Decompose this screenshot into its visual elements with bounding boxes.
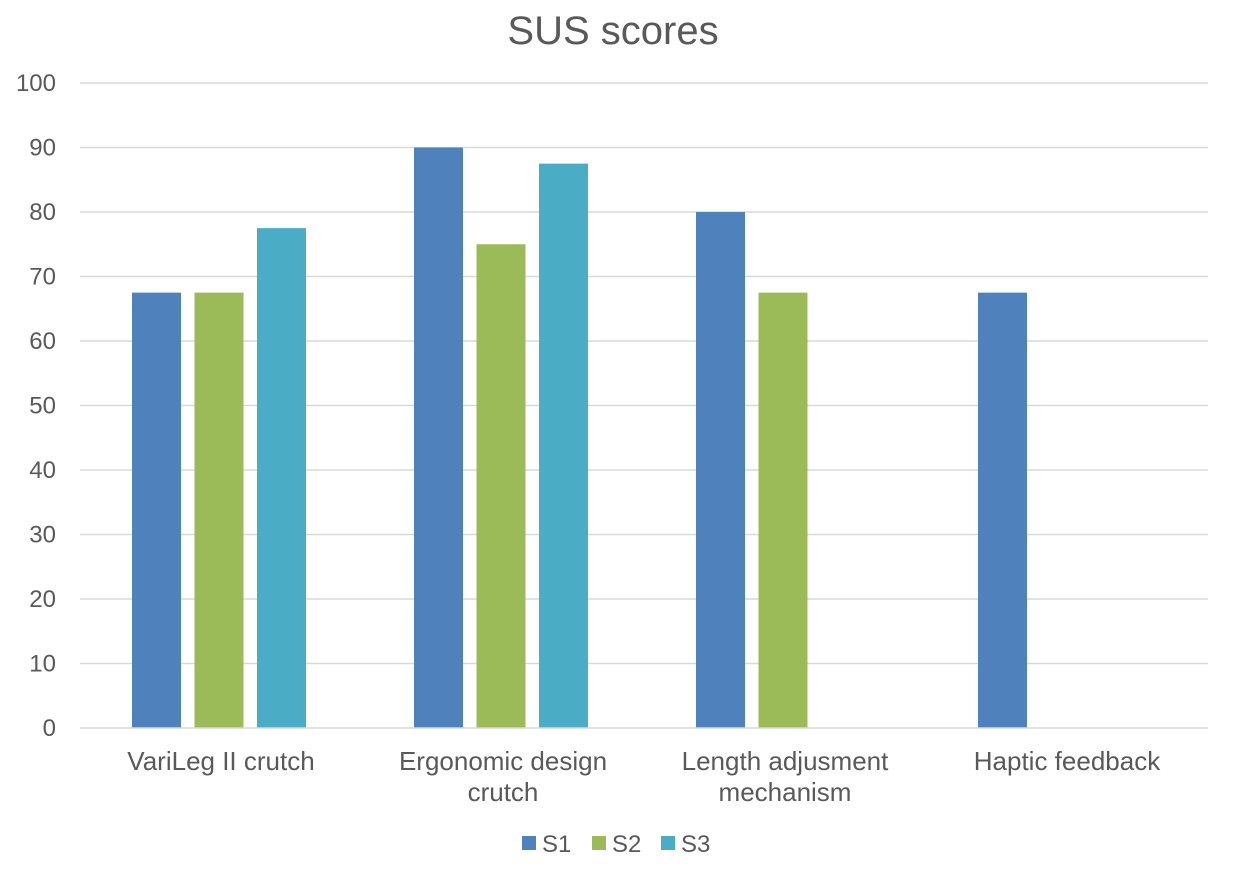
chart-title: SUS scores [507, 9, 718, 53]
bar-s1 [978, 292, 1027, 728]
y-tick-label: 40 [29, 457, 56, 484]
bar-s2 [476, 244, 526, 728]
y-tick-label: 100 [16, 70, 56, 97]
legend-item-s1: S1 [522, 831, 571, 858]
y-tick-label: 10 [29, 651, 56, 678]
y-tick-label: 60 [29, 328, 56, 355]
bar-s2 [758, 292, 808, 728]
legend-label: S3 [681, 831, 710, 858]
bar-s1 [132, 292, 181, 728]
legend-item-s2: S2 [592, 831, 641, 858]
x-category-label: Length adjusment mechanism [682, 746, 889, 807]
bar-s3 [257, 228, 306, 728]
x-category-label: Haptic feedback [974, 746, 1161, 776]
legend-swatch [592, 836, 606, 850]
bar-s3 [539, 163, 588, 728]
y-tick-label: 30 [29, 522, 56, 549]
legend-swatch [661, 836, 675, 850]
legend: S1 S2 S3 [522, 831, 710, 858]
y-tick-label: 20 [29, 586, 56, 613]
gridlines [80, 82, 1208, 665]
x-category-label: Ergonomic design crutch [399, 746, 607, 807]
y-axis-ticks: 0 10 20 30 40 50 60 70 80 90 100 [16, 70, 56, 742]
legend-label: S2 [612, 831, 641, 858]
legend-item-s3: S3 [661, 831, 710, 858]
legend-label: S1 [542, 831, 571, 858]
bar-s1 [414, 147, 463, 728]
bar-s2 [194, 292, 244, 728]
x-axis-category-labels: VariLeg II crutch Ergonomic design crutch L… [127, 746, 1161, 807]
y-tick-label: 90 [29, 135, 56, 162]
x-category-label: VariLeg II crutch [127, 746, 314, 776]
y-tick-label: 80 [29, 199, 56, 226]
legend-swatch [522, 836, 536, 850]
bars [132, 147, 1027, 728]
y-tick-label: 0 [43, 715, 56, 742]
bar-s1 [696, 212, 745, 728]
y-tick-label: 50 [29, 393, 56, 420]
y-tick-label: 70 [29, 264, 56, 291]
